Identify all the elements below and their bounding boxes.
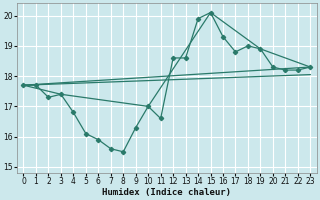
X-axis label: Humidex (Indice chaleur): Humidex (Indice chaleur) [102, 188, 231, 197]
